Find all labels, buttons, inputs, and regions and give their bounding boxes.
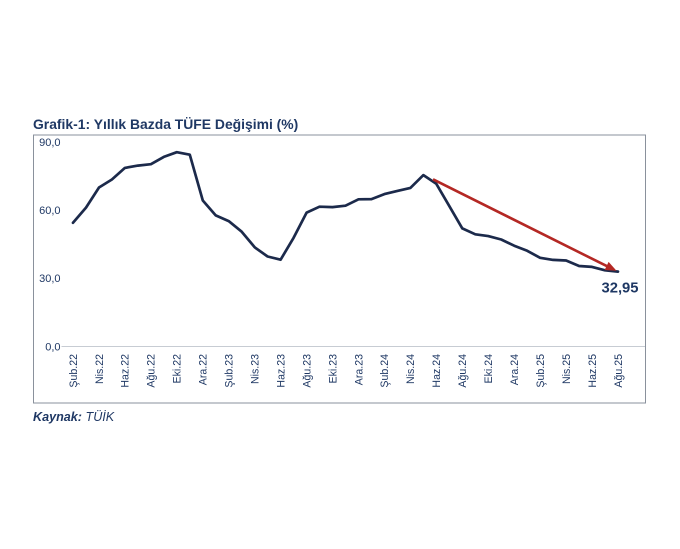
svg-text:Nis.23: Nis.23 — [250, 354, 262, 384]
svg-text:Eki.23: Eki.23 — [327, 354, 339, 384]
svg-text:0,0: 0,0 — [45, 341, 60, 353]
svg-text:Kaynak: TÜİK: Kaynak: TÜİK — [33, 410, 115, 424]
svg-text:90,0: 90,0 — [39, 137, 60, 149]
svg-text:Şub.22: Şub.22 — [68, 354, 80, 388]
svg-text:Haz.22: Haz.22 — [120, 354, 132, 388]
svg-text:Eki.22: Eki.22 — [172, 354, 184, 384]
svg-text:Nis.24: Nis.24 — [405, 354, 417, 384]
svg-text:Nis.25: Nis.25 — [561, 354, 573, 384]
svg-text:Haz.24: Haz.24 — [431, 354, 443, 388]
svg-text:Ağu.23: Ağu.23 — [301, 354, 313, 388]
svg-text:Nis.22: Nis.22 — [94, 354, 106, 384]
svg-text:Ara.23: Ara.23 — [353, 354, 365, 385]
svg-text:Ara.24: Ara.24 — [509, 354, 521, 385]
svg-text:Ağu.25: Ağu.25 — [613, 354, 625, 388]
svg-text:32,95: 32,95 — [601, 281, 638, 297]
svg-text:Grafik-1: Yıllık Bazda TÜFE De: Grafik-1: Yıllık Bazda TÜFE Değişimi (%) — [33, 116, 298, 132]
svg-text:Şub.25: Şub.25 — [535, 354, 547, 388]
svg-text:Ağu.22: Ağu.22 — [146, 354, 158, 388]
svg-text:Ara.22: Ara.22 — [198, 354, 210, 385]
svg-text:60,0: 60,0 — [39, 205, 60, 217]
svg-text:Haz.23: Haz.23 — [275, 354, 287, 388]
svg-text:Şub.23: Şub.23 — [224, 354, 236, 388]
svg-text:Eki.24: Eki.24 — [483, 354, 495, 384]
svg-text:Şub.24: Şub.24 — [379, 354, 391, 388]
svg-text:Haz.25: Haz.25 — [587, 354, 599, 388]
svg-text:Ağu.24: Ağu.24 — [457, 354, 469, 388]
svg-text:30,0: 30,0 — [39, 273, 60, 285]
